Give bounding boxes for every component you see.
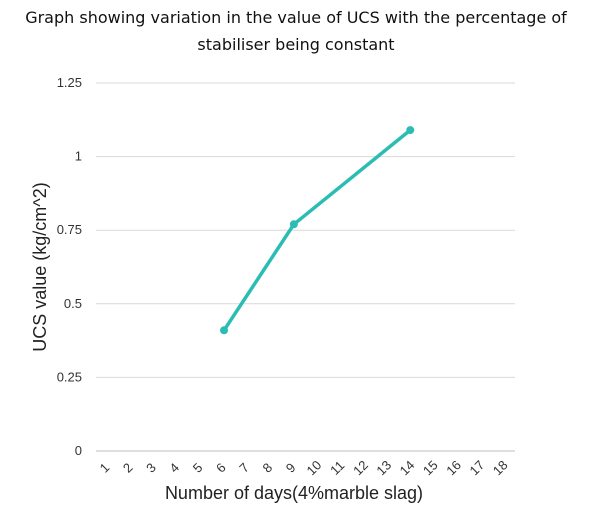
y-axis-title: UCS value (kg/cm^2) <box>30 182 50 352</box>
data-point <box>289 220 298 229</box>
x-tick-label: 14 <box>397 457 418 478</box>
x-tick-label: 1 <box>97 460 113 476</box>
x-tick-label: 5 <box>190 460 206 476</box>
x-tick-label: 3 <box>143 460 159 476</box>
y-tick-label: 0 <box>75 443 82 458</box>
x-tick-label: 17 <box>466 457 487 478</box>
y-tick-label: 0.5 <box>64 296 82 311</box>
x-tick-label: 4 <box>166 460 182 476</box>
chart-title-line-2: stabiliser being constant <box>197 35 395 54</box>
y-axis-ticks: 0 0.25 0.5 0.75 1 1.25 <box>57 75 82 458</box>
x-tick-label: 15 <box>420 457 441 478</box>
x-tick-label: 10 <box>304 457 325 478</box>
x-axis-ticks: 1 2 3 4 5 6 7 8 9 10 11 12 13 14 15 16 17 18 <box>97 457 511 478</box>
data-point <box>220 326 229 335</box>
x-tick-label: 16 <box>443 457 464 478</box>
x-axis-title: Number of days(4%marble slag) <box>165 483 423 503</box>
x-tick-label: 12 <box>350 457 371 478</box>
chart-title: Graph showing variation in the value of … <box>0 4 592 58</box>
x-tick-label: 6 <box>213 460 229 476</box>
gridlines <box>96 82 515 452</box>
x-tick-label: 18 <box>490 457 511 478</box>
x-tick-label: 8 <box>260 460 276 476</box>
y-tick-label: 1 <box>75 149 82 164</box>
data-point <box>406 126 415 135</box>
y-tick-label: 0.75 <box>57 222 82 237</box>
x-tick-label: 2 <box>120 460 136 476</box>
chart-title-line-1: Graph showing variation in the value of … <box>25 8 567 27</box>
x-tick-label: 9 <box>283 460 299 476</box>
y-tick-label: 1.25 <box>57 75 82 90</box>
y-tick-label: 0.25 <box>57 369 82 384</box>
x-tick-label: 11 <box>327 458 347 478</box>
series <box>220 126 415 335</box>
x-tick-label: 13 <box>373 457 394 478</box>
x-tick-label: 7 <box>236 460 252 476</box>
